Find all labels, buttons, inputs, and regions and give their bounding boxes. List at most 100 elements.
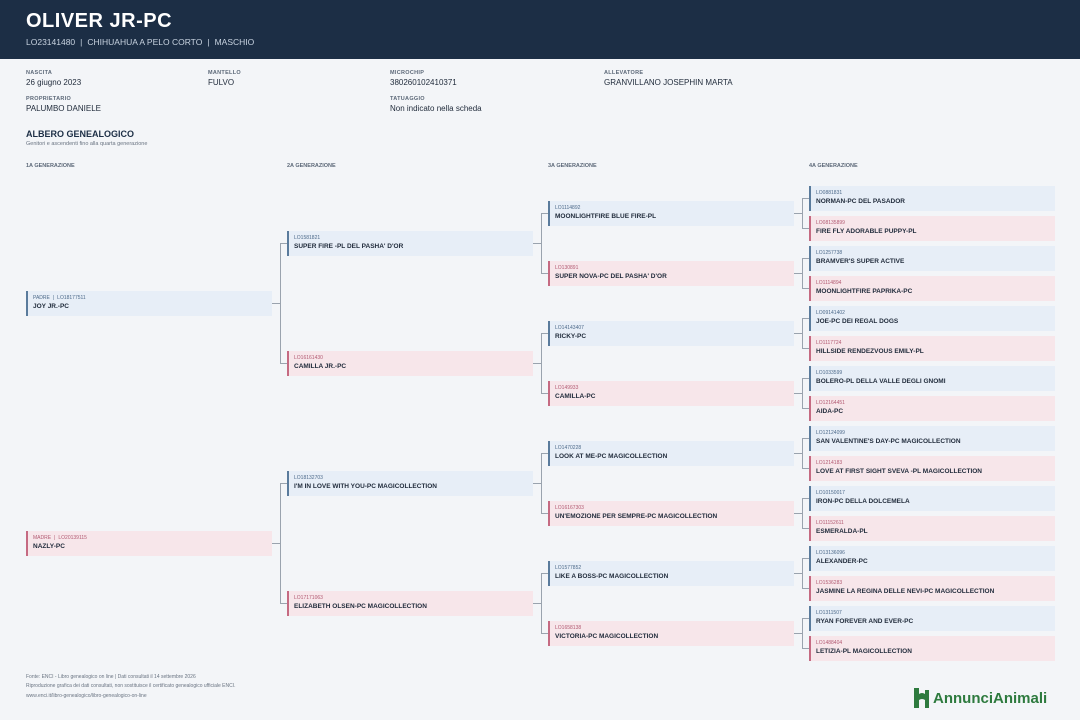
dam-card-gen4[interactable]: LO12164451 AIDA-PC [809, 395, 1055, 421]
dog-name: SUPER FIRE -PL DEL PASHA' D'OR [294, 242, 404, 250]
dam-card-gen4[interactable]: LO11152611 ESMERALDA-PL [809, 515, 1055, 541]
sire-card-gen4[interactable]: LO09141402 JOE-PC DEI REGAL DOGS [809, 305, 1055, 331]
dam-card-gen3[interactable]: LO130891 SUPER NOVA-PC DEL PASHA' D'OR [548, 260, 794, 286]
registration-code: LO11152611 [816, 519, 844, 526]
dog-name: HILLSIDE RENDEZVOUS EMILY-PL [816, 347, 924, 355]
sire-card-gen4[interactable]: LO1257738 BRAMVER'S SUPER ACTIVE [809, 245, 1055, 271]
sire-card-gen4[interactable]: LO1311507 RYAN FOREVER AND EVER-PC [809, 605, 1055, 631]
dam-card-gen4[interactable]: LO1488404 LETIZIA-PL MAGICOLLECTION [809, 635, 1055, 661]
registration-code: LO1581821 [294, 234, 321, 241]
coat-label: MANTELLO [208, 70, 241, 76]
sire-card-gen3[interactable]: LO1470228 LOOK AT ME-PC MAGICOLLECTION [548, 440, 794, 466]
connector-line [541, 453, 542, 514]
connector-line [280, 243, 281, 364]
connector-line [541, 273, 548, 274]
dam-card-gen3[interactable]: LO149933 CAMILLA-PC [548, 380, 794, 406]
dog-name: ESMERALDA-PL [816, 527, 868, 535]
registration-code: LO09141402 [816, 309, 845, 316]
page-header: OLIVER JR-PC LO23141480 | CHIHUAHUA A PELO… [0, 0, 1080, 59]
registration-code: LO1470228 [555, 444, 582, 451]
connector-line [802, 498, 809, 499]
registration-code: LO16167303 [555, 504, 584, 511]
sire-card-gen4[interactable]: LO12124099 SAN VALENTINE'S DAY-PC MAGICOL… [809, 425, 1055, 451]
dam-card-gen3[interactable]: LO1658138 VICTORIA-PC MAGICOLLECTION [548, 620, 794, 646]
connector-line [794, 633, 802, 634]
connector-line [541, 213, 548, 214]
connector-line [802, 258, 803, 289]
connector-line [794, 393, 802, 394]
connector-line [272, 543, 280, 544]
code-value: LO20139115 [58, 534, 87, 541]
dog-name: VICTORIA-PC MAGICOLLECTION [555, 632, 659, 640]
dog-name: CAMILLA-PC [555, 392, 596, 400]
dog-name: SUPER NOVA-PC DEL PASHA' D'OR [555, 272, 667, 280]
registration-code: LO12124099 [816, 429, 845, 436]
tattoo-value: Non indicato nella scheda [390, 104, 482, 113]
connector-line [541, 333, 548, 334]
generation-1-label: 1A GENERAZIONE [26, 163, 75, 169]
connector-line [794, 573, 802, 574]
dog-name: NORMAN-PC DEL PASADOR [816, 197, 905, 205]
sire-card-gen2[interactable]: LO18132703 I'M IN LOVE WITH YOU-PC MAGICO… [287, 470, 533, 496]
dam-card-gen4[interactable]: LO08135899 FIRE FLY ADORABLE PUPPY-PL [809, 215, 1055, 241]
dam-card-gen4[interactable]: LO1214183 LOVE AT FIRST SIGHT SVEVA -PL M… [809, 455, 1055, 481]
dog-name: CAMILLA JR.-PC [294, 362, 347, 370]
sire-card-gen4[interactable]: LO13136096 ALEXANDER-PC [809, 545, 1055, 571]
connector-line [280, 483, 287, 484]
brand-name: AnnunciAnimali [933, 690, 1048, 707]
footer-link[interactable]: www.enci.it/libro-genealogico/libro-gene… [26, 693, 147, 699]
dog-subtitle: LO23141480 | CHIHUAHUA A PELO CORTO | MASCHI… [26, 37, 254, 47]
connector-line [794, 333, 802, 334]
dam-card-gen4[interactable]: LO1114894 MOONLIGHTFIRE PAPRIKA-PC [809, 275, 1055, 301]
registration-code: LO18132703 [294, 474, 323, 481]
sire-card-gen4[interactable]: LO0881831 NORMAN-PC DEL PASADOR [809, 185, 1055, 211]
separator: | [54, 534, 56, 541]
registration-code: LO1114892 [555, 204, 581, 211]
connector-line [802, 288, 809, 289]
sire-card-gen2[interactable]: LO1581821 SUPER FIRE -PL DEL PASHA' D'OR [287, 230, 533, 256]
dog-name: LOVE AT FIRST SIGHT SVEVA -PL MAGICOLLEC… [816, 467, 982, 475]
connector-line [802, 618, 809, 619]
dog-name: NAZLY-PC [33, 542, 65, 550]
parent-role: MADRE [33, 534, 52, 541]
connector-line [802, 318, 809, 319]
dog-name: FIRE FLY ADORABLE PUPPY-PL [816, 227, 917, 235]
sire-card-gen4[interactable]: LO1033599 BOLERO-PL DELLA VALLE DEGLI GNO… [809, 365, 1055, 391]
connector-line [541, 573, 542, 634]
registration-code: LO149933 [555, 384, 579, 391]
pedigree-subtitle: Genitori e ascendenti fino alla quarta g… [26, 141, 148, 147]
connector-line [802, 468, 809, 469]
separator: | [80, 37, 83, 47]
sire-card-gen3[interactable]: LO1577852 LIKE A BOSS-PC MAGICOLLECTION [548, 560, 794, 586]
connector-line [802, 588, 809, 589]
dog-name-title: OLIVER JR-PC [26, 10, 173, 32]
dam-card-gen3[interactable]: LO16167303 UN'EMOZIONE PER SEMPRE-PC MAGI… [548, 500, 794, 526]
registration-code: PADRE | LO18177511 [33, 295, 86, 301]
connector-line [802, 528, 809, 529]
breeder-label: ALLEVATORE [604, 70, 644, 76]
connector-line [541, 393, 548, 394]
connector-line [280, 603, 287, 604]
connector-line [802, 198, 803, 229]
dam-card-gen1[interactable]: MADRE | LO20139115 NAZLY-PC [26, 530, 272, 556]
connector-line [802, 318, 803, 349]
registration-code: LO1257738 [816, 249, 843, 256]
registration-code: LO1311507 [816, 609, 842, 616]
dam-card-gen4[interactable]: LO1536283 JASMINE LA REGINA DELLE NEVI-PC… [809, 575, 1055, 601]
dam-card-gen2[interactable]: LO17171063 ELIZABETH OLSEN-PC MAGICOLLECT… [287, 590, 533, 616]
dam-card-gen2[interactable]: LO16161430 CAMILLA JR.-PC [287, 350, 533, 376]
sire-card-gen4[interactable]: LO10150017 IRON-PC DELLA DOLCEMELA [809, 485, 1055, 511]
dog-name: ELIZABETH OLSEN-PC MAGICOLLECTION [294, 602, 427, 610]
registration-code: LO1033599 [816, 369, 843, 376]
registration-code: LO08135899 [816, 219, 845, 226]
dog-name: MOONLIGHTFIRE BLUE FIRE-PL [555, 212, 657, 220]
sire-card-gen3[interactable]: LO14143407 RICKY-PC [548, 320, 794, 346]
connector-line [802, 378, 803, 409]
connector-line [802, 228, 809, 229]
registration-code: LO12164451 [816, 399, 845, 406]
sire-card-gen3[interactable]: LO1114892 MOONLIGHTFIRE BLUE FIRE-PL [548, 200, 794, 226]
dam-card-gen4[interactable]: LO1117724 HILLSIDE RENDEZVOUS EMILY-PL [809, 335, 1055, 361]
connector-line [541, 633, 548, 634]
sire-card-gen1[interactable]: PADRE | LO18177511 JOY JR.-PC [26, 290, 272, 316]
breeder-value: GRANVILLANO JOSEPHIN MARTA [604, 78, 733, 87]
